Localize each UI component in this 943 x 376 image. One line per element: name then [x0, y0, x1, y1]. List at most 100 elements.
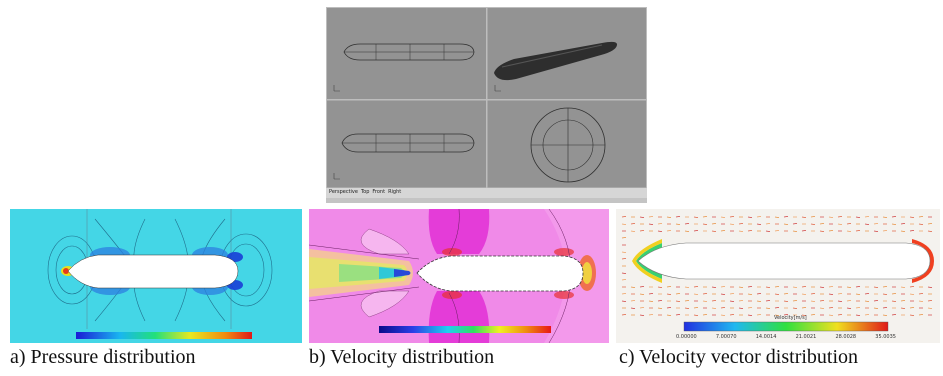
- velocity-vector-arrow: [828, 286, 834, 288]
- velocity-vector-arrow: [783, 314, 789, 316]
- colorbar-tick: 28.0028: [835, 334, 857, 340]
- velocity-vector-arrow: [855, 216, 861, 218]
- velocity-vector-arrow: [864, 314, 870, 316]
- velocity-vector-arrow: [900, 307, 906, 309]
- velocity-vector-arrow: [747, 307, 753, 309]
- velocity-vector-arrow: [657, 223, 663, 225]
- velocity-vector-arrow: [927, 223, 933, 225]
- velocity-vector-arrow: [630, 307, 636, 309]
- velocity-vector-arrow: [783, 216, 789, 218]
- velocity-vector-arrow: [900, 300, 906, 302]
- velocity-vector-arrow: [702, 223, 708, 225]
- velocity-vector-arrow: [657, 307, 663, 309]
- velocity-vector-arrow: [702, 293, 708, 295]
- velocity-vector-arrow: [774, 216, 780, 218]
- colorbar-ticks: 0.00000 7.00070 14.0014 21.0021 28.0028 …: [676, 334, 896, 340]
- velocity-vector-arrow: [621, 223, 627, 225]
- velocity-vector-arrow: [918, 314, 924, 316]
- velocity-vector-arrow: [747, 314, 753, 316]
- velocity-vector-arrow: [729, 223, 735, 225]
- velocity-vector-arrow: [792, 223, 798, 225]
- velocity-vector-arrow: [684, 223, 690, 225]
- tab-top[interactable]: Top: [360, 189, 370, 195]
- velocity-vector-arrow: [702, 300, 708, 302]
- velocity-vector-arrow: [675, 223, 681, 225]
- velocity-vector-arrow: [648, 293, 654, 295]
- velocity-vector-arrow: [630, 286, 636, 288]
- velocity-vector-arrow: [846, 223, 852, 225]
- velocity-vector-arrow: [855, 230, 861, 232]
- velocity-vector-arrow: [891, 223, 897, 225]
- velocity-vector-arrow: [693, 216, 699, 218]
- velocity-vector-arrow: [882, 216, 888, 218]
- velocity-vector-arrow: [747, 230, 753, 232]
- view-tabs: Perspective Top Front Right: [329, 189, 401, 195]
- velocity-vector-arrow: [702, 216, 708, 218]
- velocity-vector-arrow: [891, 314, 897, 316]
- velocity-vector-arrow: [855, 286, 861, 288]
- velocity-vector-arrow: [648, 223, 654, 225]
- velocity-vector-arrow: [801, 293, 807, 295]
- colorbar-title: Velocity[m/s]: [774, 315, 807, 321]
- velocity-vector-arrow: [639, 286, 645, 288]
- velocity-vector-arrow: [711, 300, 717, 302]
- velocity-vector-arrow: [774, 230, 780, 232]
- velocity-vector-arrow: [747, 293, 753, 295]
- velocity-vector-arrow: [765, 300, 771, 302]
- velocity-vector-arrow: [891, 216, 897, 218]
- velocity-vector-arrow: [774, 293, 780, 295]
- velocity-vector-arrow: [630, 223, 636, 225]
- velocity-vector-arrow: [864, 216, 870, 218]
- velocity-vector-arrow: [693, 293, 699, 295]
- velocity-vector-arrow: [693, 230, 699, 232]
- velocity-vector-arrow: [918, 300, 924, 302]
- velocity-vector-arrow: [846, 307, 852, 309]
- velocity-vector-arrow: [927, 230, 933, 232]
- velocity-vector-arrow: [846, 286, 852, 288]
- velocity-vector-arrow: [792, 230, 798, 232]
- hull-perspective-view: [494, 41, 618, 81]
- velocity-vector-arrow: [855, 293, 861, 295]
- velocity-vector-arrow: [810, 314, 816, 316]
- velocity-vector-arrow: [738, 230, 744, 232]
- hull-top-view: [343, 43, 475, 61]
- velocity-vector-arrow: [783, 293, 789, 295]
- tab-right[interactable]: Right: [388, 189, 402, 195]
- velocity-vector-arrow: [684, 307, 690, 309]
- tab-front[interactable]: Front: [372, 189, 386, 195]
- caption-pressure: a) Pressure distribution: [10, 346, 196, 368]
- velocity-vector-arrow: [657, 300, 663, 302]
- velocity-vector-arrow: [873, 223, 879, 225]
- velocity-vector-arrow: [630, 230, 636, 232]
- velocity-vector-arrow: [756, 293, 762, 295]
- velocity-vector-arrow: [702, 314, 708, 316]
- tab-perspective[interactable]: Perspective: [329, 189, 358, 195]
- velocity-vector-arrow: [810, 216, 816, 218]
- velocity-vector-arrow: [729, 314, 735, 316]
- velocity-vector-arrow: [864, 300, 870, 302]
- velocity-vector-arrow: [675, 314, 681, 316]
- velocity-vector-arrow: [657, 286, 663, 288]
- velocity-vector-arrow: [900, 286, 906, 288]
- velocity-vector-panel: Velocity[m/s] 0.00000 7.00070 14.0014 21…: [616, 209, 940, 343]
- velocity-vector-arrow: [666, 286, 672, 288]
- velocity-vector-arrow: [927, 307, 933, 309]
- velocity-vector-arrow: [720, 216, 726, 218]
- velocity-vector-arrow: [639, 293, 645, 295]
- velocity-vector-arrow: [909, 216, 915, 218]
- velocity-vector-arrow: [729, 216, 735, 218]
- velocity-vector-arrow: [621, 314, 627, 316]
- velocity-vector-arrow: [720, 314, 726, 316]
- velocity-vector-arrow: [918, 293, 924, 295]
- velocity-vector-arrow: [639, 314, 645, 316]
- velocity-vector-arrow: [918, 223, 924, 225]
- velocity-vector-arrow: [837, 300, 843, 302]
- velocity-vector-arrow: [828, 307, 834, 309]
- velocity-vector-arrow: [873, 286, 879, 288]
- velocity-vector-arrow: [801, 216, 807, 218]
- velocity-vector-arrow: [693, 314, 699, 316]
- colorbar-tick: 21.0021: [795, 334, 817, 340]
- velocity-vector-arrow: [675, 293, 681, 295]
- velocity-distribution-panel: [309, 209, 609, 343]
- velocity-vector-arrow: [909, 230, 915, 232]
